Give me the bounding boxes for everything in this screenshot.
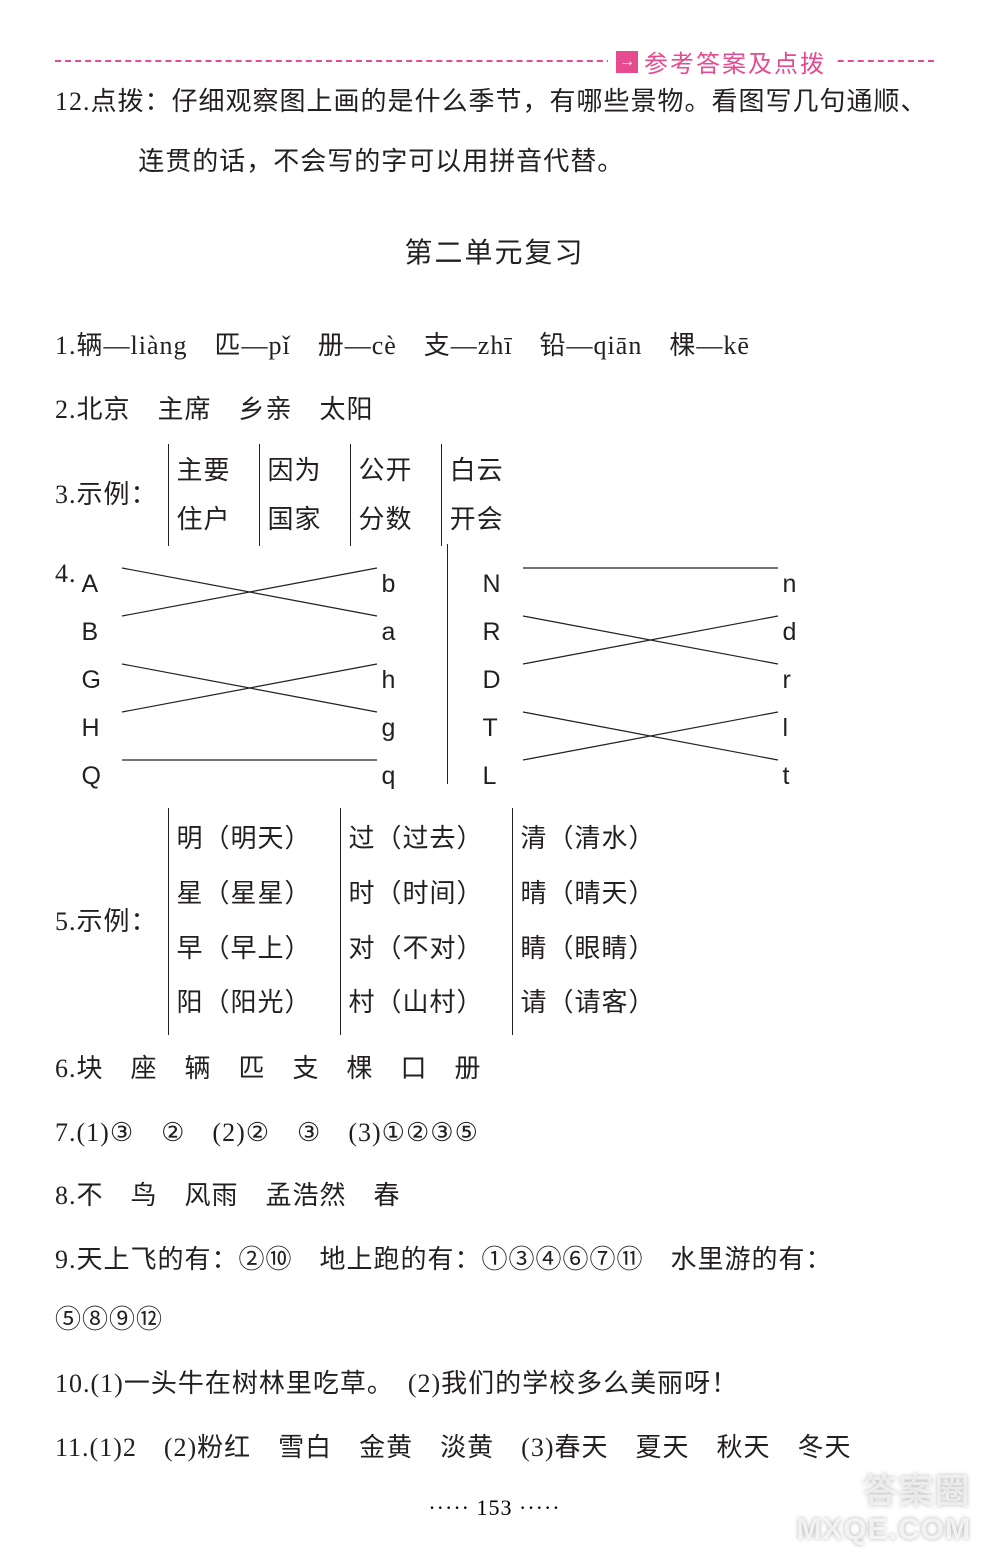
q5-cell: 睛（眼睛）	[521, 922, 656, 977]
q5-cell: 对（不对）	[349, 922, 484, 977]
q3-num: 3.	[55, 465, 77, 525]
q4-right-panel: NRDTLndrlt	[478, 544, 818, 784]
q6-text: 块 座 辆 匹 支 棵 口 册	[77, 1054, 482, 1083]
q8-text: 不 鸟 风雨 孟浩然 春	[77, 1181, 401, 1210]
q3-cell: 住户	[177, 495, 231, 544]
q5-column: 过（过去）时（时间）对（不对）村（山村）	[340, 808, 502, 1034]
question-5: 5.示例： 明（明天）星（星星）早（早上）阳（阳光）过（过去）时（时间）对（不对…	[55, 808, 934, 1034]
q5-cell: 阳（阳光）	[177, 976, 312, 1031]
q11-text: (1)2 (2)粉红 雪白 金黄 淡黄 (3)春天 夏天 秋天 冬天	[90, 1433, 852, 1462]
q5-cell: 请（请客）	[521, 976, 656, 1031]
q4-divider	[447, 544, 448, 784]
q11-num: 11.	[55, 1433, 90, 1462]
q5-num: 5.	[55, 892, 77, 952]
q2-text: 北京 主席 乡亲 太阳	[77, 395, 374, 424]
q5-cell: 时（时间）	[349, 867, 484, 922]
q5-columns: 明（明天）星（星星）早（早上）阳（阳光）过（过去）时（时间）对（不对）村（山村）…	[158, 808, 674, 1034]
q6-num: 6.	[55, 1054, 77, 1083]
q2-num: 2.	[55, 395, 77, 424]
watermark-url: MXQE.COM	[796, 1513, 971, 1547]
question-6: 6.块 座 辆 匹 支 棵 口 册	[55, 1039, 934, 1099]
match-right-letter: q	[382, 748, 397, 806]
q3-cell: 白云	[450, 446, 504, 495]
q7-text: (1)③ ② (2)② ③ (3)①②③⑤	[77, 1118, 479, 1147]
q5-cell: 明（明天）	[177, 812, 312, 867]
q5-column: 清（清水）晴（晴天）睛（眼睛）请（请客）	[512, 808, 674, 1034]
header-title: 参考答案及点拨	[644, 44, 826, 79]
arrow-icon: →	[616, 51, 638, 73]
question-12: 12.点拨：仔细观察图上画的是什么季节，有哪些景物。看图写几句通顺、连贯的话，不…	[55, 72, 934, 192]
question-1: 1.辆—liàng 匹—pǐ 册—cè 支—zhī 铅—qiān 棵—kē	[55, 316, 934, 376]
page-container: → 参考答案及点拨 12.点拨：仔细观察图上画的是什么季节，有哪些景物。看图写几…	[0, 0, 989, 1561]
q7-num: 7.	[55, 1118, 77, 1147]
q3-cell: 开会	[450, 495, 504, 544]
q3-cell: 国家	[268, 495, 322, 544]
q5-label: 示例：	[77, 892, 158, 952]
question-9: 9.天上飞的有：②⑩ 地上跑的有：①③④⑥⑦⑪ 水里游的有：⑤⑧⑨⑫	[55, 1230, 934, 1350]
section-title: 第二单元复习	[55, 222, 934, 286]
q3-cell: 公开	[359, 446, 413, 495]
question-2: 2.北京 主席 乡亲 太阳	[55, 380, 934, 440]
q4-matching: ABGHQbahgq NRDTLndrlt	[77, 544, 818, 784]
watermark-cn: 答案圈	[863, 1464, 971, 1513]
q8-num: 8.	[55, 1181, 77, 1210]
q1-num: 1.	[55, 331, 77, 360]
q12-text: ：仔细观察图上画的是什么季节，有哪些景物。看图写几句通顺、连贯的话，不会写的字可…	[138, 87, 927, 176]
q4-left-panel: ABGHQbahgq	[77, 544, 417, 784]
question-10: 10.(1)一头牛在树林里吃草。 (2)我们的学校多么美丽呀！	[55, 1354, 934, 1414]
q1-text: 辆—liàng 匹—pǐ 册—cè 支—zhī 铅—qiān 棵—kē	[77, 331, 750, 360]
q5-cell: 村（山村）	[349, 976, 484, 1031]
q3-column: 公开分数	[350, 444, 431, 547]
q3-column: 白云开会	[441, 444, 522, 547]
q5-cell: 早（早上）	[177, 922, 312, 977]
q4-num: 4.	[55, 544, 77, 604]
q9-text: 天上飞的有：②⑩ 地上跑的有：①③④⑥⑦⑪ 水里游的有：⑤⑧⑨⑫	[55, 1245, 833, 1334]
match-right-letter: t	[783, 748, 791, 806]
q10-text: (1)一头牛在树林里吃草。 (2)我们的学校多么美丽呀！	[91, 1369, 739, 1398]
q3-columns: 主要住户因为国家公开分数白云开会	[158, 444, 522, 547]
q3-column: 主要住户	[168, 444, 249, 547]
header-divider: → 参考答案及点拨	[55, 60, 934, 62]
q3-column: 因为国家	[259, 444, 340, 547]
q3-cell: 主要	[177, 446, 231, 495]
q5-cell: 过（过去）	[349, 812, 484, 867]
q12-num: 12.	[55, 87, 91, 116]
q5-column: 明（明天）星（星星）早（早上）阳（阳光）	[168, 808, 330, 1034]
question-11: 11.(1)2 (2)粉红 雪白 金黄 淡黄 (3)春天 夏天 秋天 冬天	[55, 1418, 934, 1478]
match-left-letter: Q	[82, 748, 102, 806]
question-7: 7.(1)③ ② (2)② ③ (3)①②③⑤	[55, 1103, 934, 1163]
q5-cell: 星（星星）	[177, 867, 312, 922]
q12-label: 点拨	[91, 87, 145, 116]
q3-cell: 分数	[359, 495, 413, 544]
q3-cell: 因为	[268, 446, 322, 495]
q5-cell: 清（清水）	[521, 812, 656, 867]
question-8: 8.不 鸟 风雨 孟浩然 春	[55, 1166, 934, 1226]
header-title-wrap: → 参考答案及点拨	[608, 44, 834, 79]
q10-num: 10.	[55, 1369, 91, 1398]
question-4: 4. ABGHQbahgq NRDTLndrlt	[55, 550, 934, 804]
q3-label: 示例：	[77, 465, 158, 525]
question-3: 3.示例： 主要住户因为国家公开分数白云开会	[55, 444, 934, 547]
q5-cell: 晴（晴天）	[521, 867, 656, 922]
match-left-letter: L	[483, 748, 498, 806]
q9-num: 9.	[55, 1245, 77, 1274]
